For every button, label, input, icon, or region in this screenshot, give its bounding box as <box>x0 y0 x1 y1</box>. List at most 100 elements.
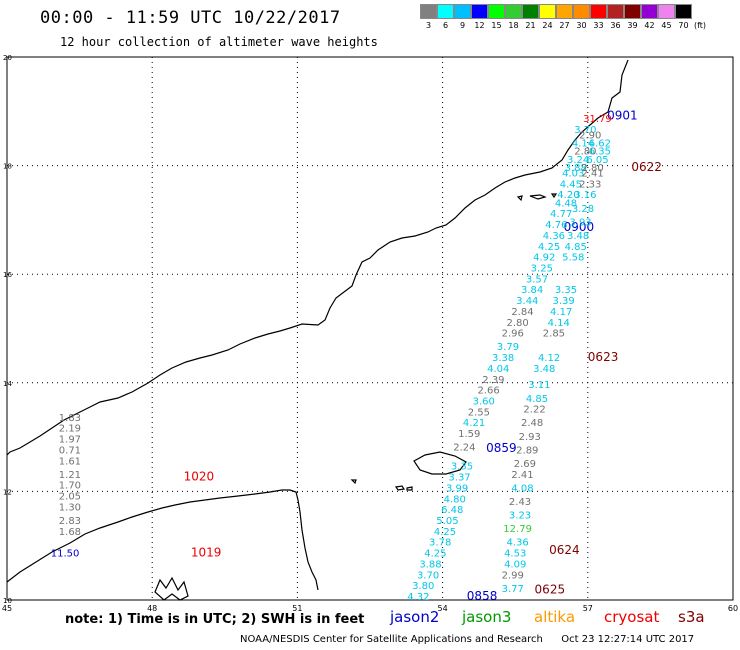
y-tick-label: 14 <box>3 380 12 388</box>
legend-unit: (ft) <box>694 21 707 30</box>
wave-height-value: 6.48 <box>441 505 463 516</box>
wave-height-value: 2.80 <box>506 318 528 329</box>
track-time-label: 0858 <box>467 589 498 603</box>
wave-height-value: 3.77 <box>502 584 524 595</box>
wave-height-value: 2.22 <box>523 405 545 416</box>
coastline-scribble <box>154 576 189 601</box>
track-time-label: 0859 <box>486 441 517 455</box>
legend-label: 12 <box>474 21 485 30</box>
wave-height-value: 4.36 <box>506 538 528 549</box>
x-tick-label: 48 <box>147 604 157 613</box>
wave-height-value: 3.37 <box>448 473 470 484</box>
wave-height-value: 2.84 <box>511 307 533 318</box>
wave-height-value: 3.38 <box>492 353 514 364</box>
wave-height-value: 2.41 <box>582 168 604 179</box>
wave-height-value: 1.21 <box>59 470 81 481</box>
legend-label: 18 <box>508 21 519 30</box>
wave-height-value: 3.16 <box>574 190 596 201</box>
map-grid <box>6 56 734 601</box>
wave-height-value: 11.50 <box>51 549 80 560</box>
footer-credit: NOAA/NESDIS Center for Satellite Applica… <box>240 634 694 645</box>
wave-height-value: 3.84 <box>521 285 543 296</box>
pass-time-label: 1020 <box>184 470 215 484</box>
track-labels: 0901 0900 0859 0858 <box>467 108 638 603</box>
wave-height-value: 4.48 <box>555 198 577 209</box>
wave-height-value: 3.99 <box>446 483 468 494</box>
legend-label: 33 <box>593 21 604 30</box>
wave-height-value: 4.17 <box>550 307 572 318</box>
legend-label: 39 <box>627 21 638 30</box>
legend-swatches <box>420 4 706 19</box>
wave-height-value: 2.99 <box>502 570 524 581</box>
legend-swatch <box>454 4 471 19</box>
wave-height-value: 3.11 <box>528 380 550 391</box>
wave-height-value: 3.23 <box>509 511 531 522</box>
legend-swatch <box>590 4 607 19</box>
island-small-3 <box>350 479 357 485</box>
x-tick-label: 51 <box>292 604 302 613</box>
wave-height-value: 3.44 <box>516 296 538 307</box>
wave-height-value: 4.25 <box>424 549 446 560</box>
wave-height-value: 2.85 <box>543 329 565 340</box>
wave-height-value: 2.39 <box>482 375 504 386</box>
legend-swatch <box>607 4 624 19</box>
wave-height-value: 1.70 <box>59 481 81 492</box>
legend-label: 27 <box>559 21 570 30</box>
legend-swatch <box>539 4 556 19</box>
pass-time-label: 0625 <box>535 582 566 596</box>
island-socotra <box>413 451 467 475</box>
pass-time-label: 0623 <box>588 350 619 364</box>
wave-height-value: 2.33 <box>579 179 601 190</box>
wave-height-value: 4.08 <box>511 483 533 494</box>
wave-height-value: 4.77 <box>550 209 572 220</box>
legend-labels: 3 6 9 12 15 18 21 24 27 30 33 36 39 42 45 70 (ft) <box>420 19 706 30</box>
legend-swatch <box>488 4 505 19</box>
wave-height-value: 4.21 <box>463 418 485 429</box>
credit-timestamp: Oct 23 12:27:14 UTC 2017 <box>561 634 695 645</box>
wave-height-value: 4.25 <box>538 242 560 253</box>
wave-height-value: 6.05 <box>586 155 608 166</box>
wave-height-value: 3.24 <box>567 155 589 166</box>
pass-time-label: 0622 <box>631 160 662 174</box>
legend-label: 70 <box>678 21 689 30</box>
x-tick-label: 57 <box>583 604 593 613</box>
wave-height-value: 4.14 <box>548 318 570 329</box>
legend-swatch <box>471 4 488 19</box>
wave-height-value: 4.25 <box>434 527 456 538</box>
wave-height-value: 3.93 <box>569 217 591 228</box>
legend-label: 42 <box>644 21 655 30</box>
legend-label: 24 <box>542 21 553 30</box>
legend-swatch <box>658 4 675 19</box>
wave-height-value: 3.80 <box>412 581 434 592</box>
color-legend: 3 6 9 12 15 18 21 24 27 30 33 36 39 42 45 70 (ft) <box>420 4 706 30</box>
y-tick-label: 18 <box>3 163 12 171</box>
island-kuria-2 <box>529 194 547 200</box>
y-tick-label: 16 <box>3 271 12 279</box>
wave-height-value: 2.69 <box>514 459 536 470</box>
legend-swatch <box>437 4 454 19</box>
satellite-label: altika <box>534 608 576 626</box>
wave-height-value: 6.35 <box>589 147 611 158</box>
wave-height-value: 4.80 <box>444 494 466 505</box>
legend-swatch <box>624 4 641 19</box>
wave-height-value: 3.60 <box>473 397 495 408</box>
wave-height-value: 2.24 <box>453 443 475 454</box>
pass-time-label: 1019 <box>191 546 222 560</box>
satellite-label: cryosat <box>604 608 660 626</box>
legend-swatch <box>556 4 573 19</box>
wave-height-value: 3.78 <box>429 538 451 549</box>
wave-height-value: 3.70 <box>417 570 439 581</box>
legend-label: 6 <box>442 21 449 30</box>
satellite-label: jason3 <box>462 608 512 626</box>
wave-height-value: 2.66 <box>477 386 499 397</box>
wave-height-value: 6.62 <box>589 139 611 150</box>
wave-height-value: 2.96 <box>502 329 524 340</box>
wave-observations: 31.793.702.904.146.622.806.353.246.053.8… <box>51 114 612 603</box>
wave-height-value: 3.25 <box>531 263 553 274</box>
wave-height-value: 2.83 <box>59 516 81 527</box>
legend-label: 21 <box>525 21 536 30</box>
wave-height-value: 3.88 <box>419 559 441 570</box>
map-title: 00:00 - 11:59 UTC 10/22/2017 <box>40 8 341 28</box>
legend-swatch <box>641 4 658 19</box>
